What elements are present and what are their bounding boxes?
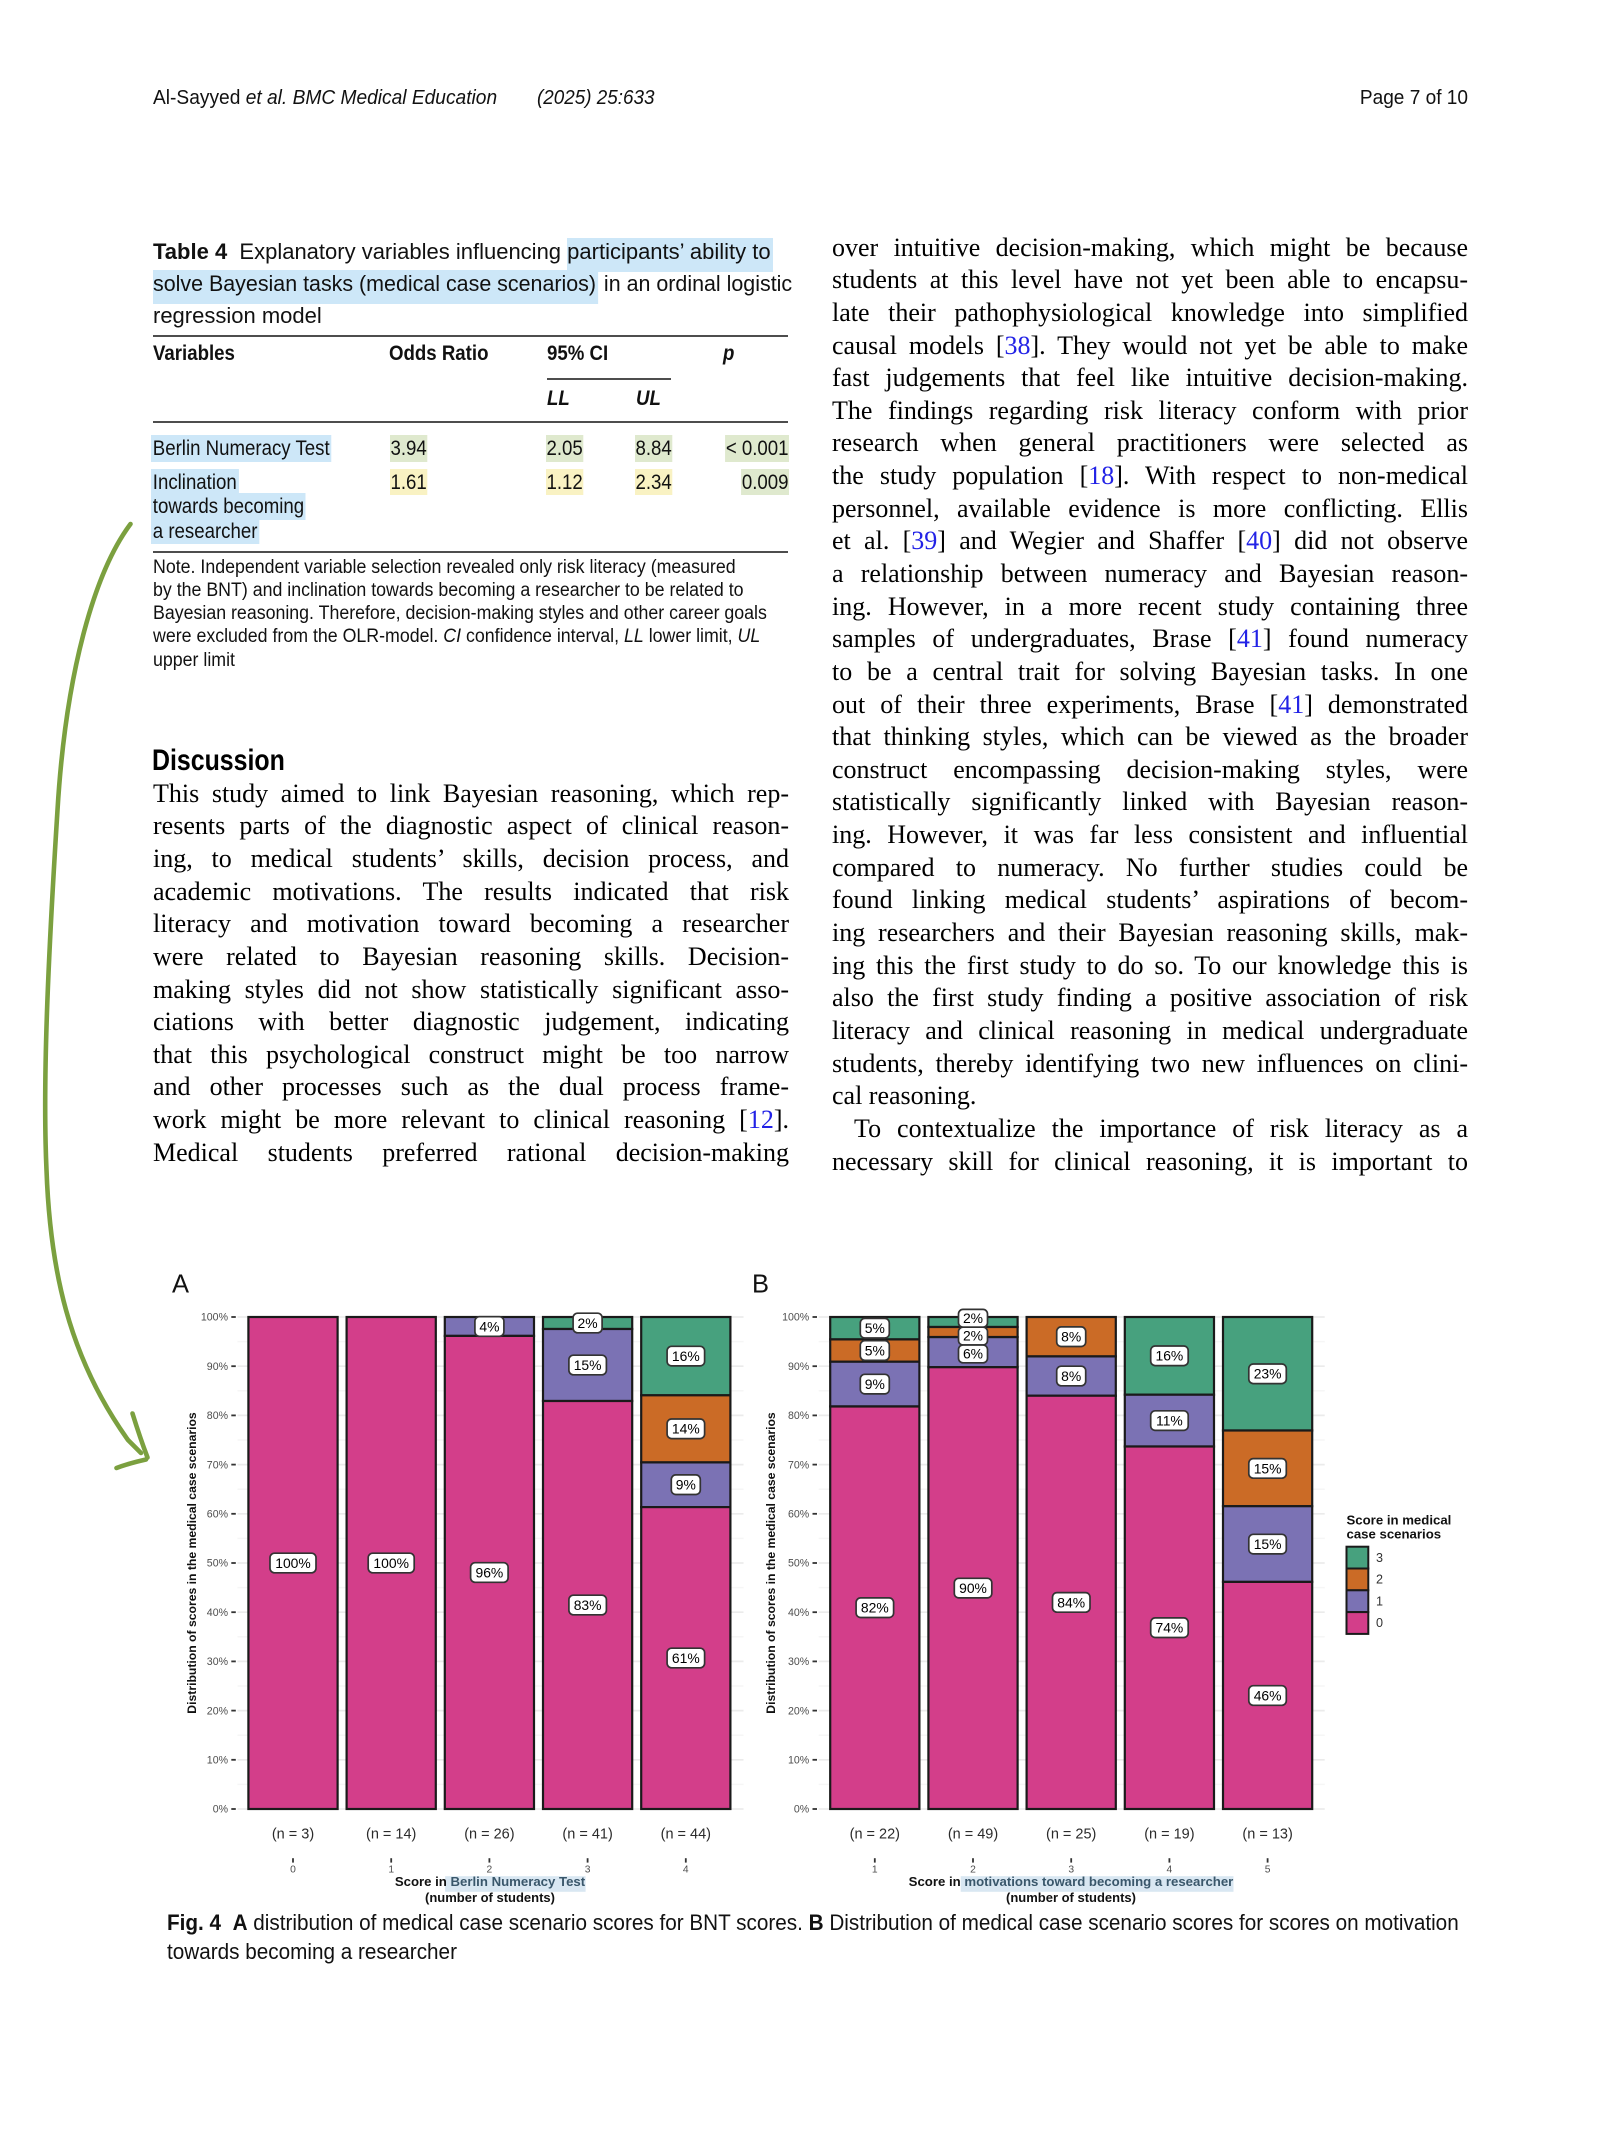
svg-text:90%: 90% [207, 1361, 229, 1373]
svg-text:80%: 80% [207, 1410, 229, 1422]
svg-text:0%: 0% [794, 1804, 810, 1816]
svg-text:2: 2 [1376, 1573, 1383, 1587]
svg-text:5: 5 [1265, 1864, 1271, 1875]
svg-text:61%: 61% [672, 1650, 700, 1666]
svg-text:70%: 70% [788, 1459, 810, 1471]
svg-text:(n = 3): (n = 3) [272, 1826, 314, 1842]
svg-text:4: 4 [1167, 1864, 1173, 1875]
svg-text:Distribution of scores in the: Distribution of scores in the medical ca… [764, 1412, 778, 1714]
svg-text:90%: 90% [788, 1361, 810, 1373]
svg-text:14%: 14% [672, 1421, 700, 1437]
svg-text:Score in Berlin Numeracy Test: Score in Berlin Numeracy Test [395, 1874, 586, 1889]
svg-text:0: 0 [290, 1864, 296, 1875]
svg-text:70%: 70% [207, 1459, 229, 1471]
svg-text:5%: 5% [865, 1342, 885, 1358]
svg-text:(n = 25): (n = 25) [1046, 1826, 1096, 1842]
svg-text:(n = 13): (n = 13) [1242, 1826, 1292, 1842]
svg-text:100%: 100% [373, 1555, 409, 1571]
svg-text:case scenarios: case scenarios [1347, 1527, 1442, 1542]
svg-text:2: 2 [970, 1864, 976, 1875]
svg-text:(n = 22): (n = 22) [850, 1826, 900, 1842]
svg-text:74%: 74% [1155, 1620, 1183, 1636]
svg-text:2%: 2% [578, 1315, 598, 1331]
svg-text:A: A [172, 1271, 189, 1299]
svg-text:30%: 30% [788, 1656, 810, 1668]
svg-text:6%: 6% [963, 1345, 983, 1361]
svg-text:3: 3 [585, 1864, 591, 1875]
svg-text:(number of students): (number of students) [425, 1890, 555, 1905]
svg-text:20%: 20% [207, 1705, 229, 1717]
svg-text:30%: 30% [207, 1656, 229, 1668]
svg-text:8%: 8% [1061, 1329, 1081, 1345]
svg-text:84%: 84% [1057, 1594, 1085, 1610]
svg-text:(n = 19): (n = 19) [1144, 1826, 1194, 1842]
svg-text:(n = 26): (n = 26) [464, 1826, 514, 1842]
svg-text:82%: 82% [861, 1600, 889, 1616]
svg-text:(number of students): (number of students) [1006, 1890, 1136, 1905]
svg-text:16%: 16% [1155, 1348, 1183, 1364]
svg-text:2: 2 [487, 1864, 493, 1875]
svg-text:9%: 9% [865, 1376, 885, 1392]
svg-text:50%: 50% [207, 1558, 229, 1570]
svg-text:(n = 14): (n = 14) [366, 1826, 416, 1842]
svg-text:3: 3 [1068, 1864, 1074, 1875]
svg-text:0: 0 [1376, 1616, 1383, 1630]
svg-text:100%: 100% [275, 1555, 311, 1571]
svg-text:9%: 9% [676, 1477, 696, 1493]
svg-text:60%: 60% [788, 1509, 810, 1521]
svg-text:15%: 15% [574, 1357, 602, 1373]
svg-text:8%: 8% [1061, 1368, 1081, 1384]
svg-text:10%: 10% [788, 1755, 810, 1767]
svg-text:20%: 20% [788, 1705, 810, 1717]
svg-text:50%: 50% [788, 1558, 810, 1570]
svg-text:46%: 46% [1254, 1687, 1282, 1703]
svg-text:5%: 5% [865, 1320, 885, 1336]
svg-text:1: 1 [1376, 1594, 1383, 1608]
svg-text:3: 3 [1376, 1551, 1383, 1565]
svg-text:23%: 23% [1254, 1366, 1282, 1382]
svg-text:15%: 15% [1254, 1536, 1282, 1552]
svg-text:60%: 60% [207, 1509, 229, 1521]
svg-text:40%: 40% [207, 1607, 229, 1619]
svg-text:80%: 80% [788, 1410, 810, 1422]
svg-text:1: 1 [388, 1864, 394, 1875]
svg-text:4%: 4% [479, 1318, 499, 1334]
svg-text:B: B [752, 1271, 769, 1299]
svg-text:Distribution of scores in the: Distribution of scores in the medical ca… [185, 1412, 199, 1714]
svg-text:Score in motivations toward be: Score in motivations toward becoming a r… [909, 1874, 1234, 1889]
svg-text:40%: 40% [788, 1607, 810, 1619]
svg-text:0%: 0% [213, 1804, 229, 1816]
svg-text:100%: 100% [782, 1312, 810, 1324]
svg-text:10%: 10% [207, 1755, 229, 1767]
svg-text:1: 1 [872, 1864, 878, 1875]
svg-text:(n = 44): (n = 44) [661, 1826, 711, 1842]
svg-text:4: 4 [683, 1864, 689, 1875]
svg-text:15%: 15% [1254, 1460, 1282, 1476]
svg-text:16%: 16% [672, 1348, 700, 1364]
svg-text:90%: 90% [959, 1580, 987, 1596]
svg-text:83%: 83% [574, 1597, 602, 1613]
svg-text:11%: 11% [1156, 1413, 1183, 1429]
svg-text:(n = 49): (n = 49) [948, 1826, 998, 1842]
svg-text:(n = 41): (n = 41) [562, 1826, 612, 1842]
svg-text:100%: 100% [201, 1312, 229, 1324]
svg-text:2%: 2% [963, 1328, 983, 1344]
svg-text:2%: 2% [963, 1310, 983, 1326]
svg-text:96%: 96% [475, 1564, 503, 1580]
svg-text:Score in medical: Score in medical [1347, 1512, 1452, 1527]
